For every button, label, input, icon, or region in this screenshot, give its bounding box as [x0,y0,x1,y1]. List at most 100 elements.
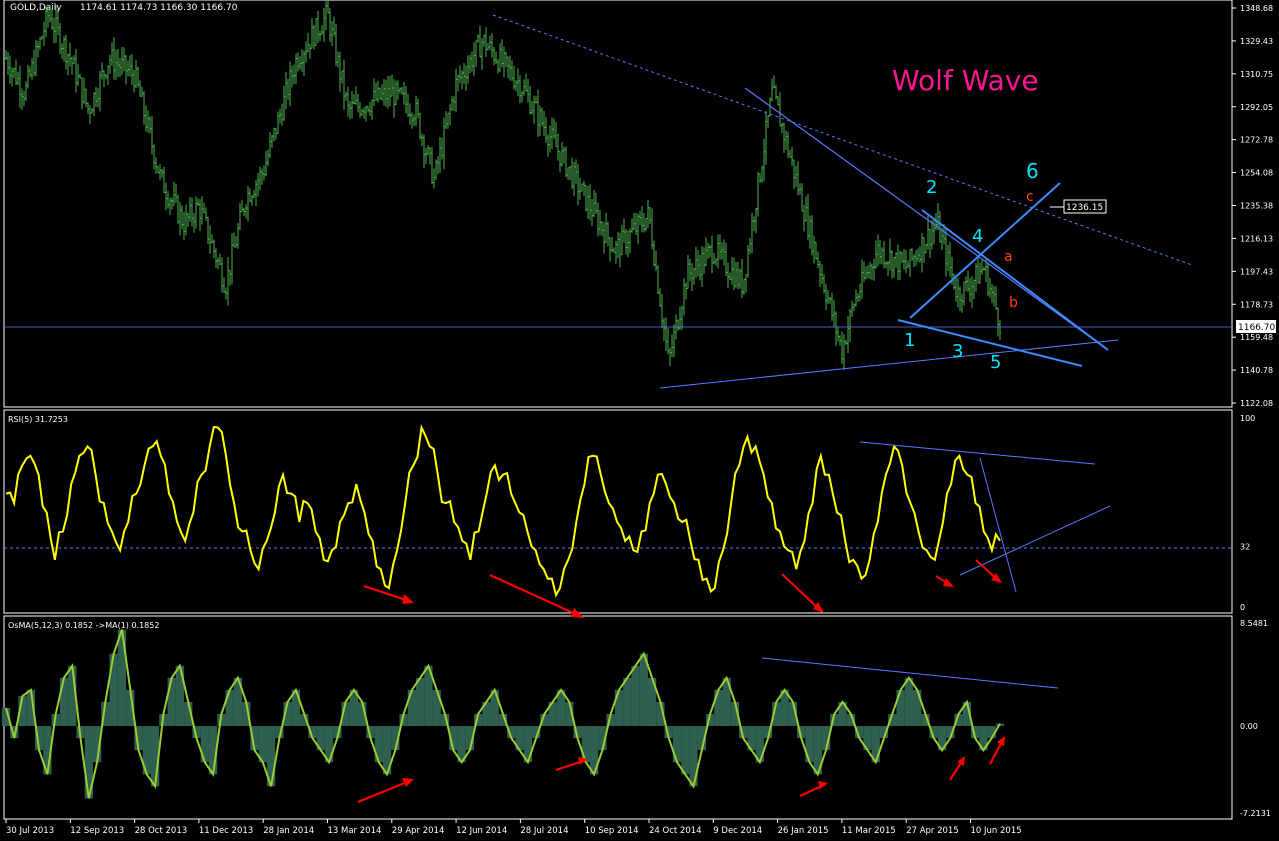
osma-bar [788,701,798,727]
rsi-upper-trendline [859,441,1096,465]
wave-label-1: 1 [904,330,915,351]
osma-bar [449,726,458,751]
osma-bar [109,653,118,727]
x-axis-label: 27 Apr 2015 [906,826,959,836]
osma-bar [18,695,27,727]
osma-bar [763,726,773,739]
osma-bar [838,701,847,727]
rsi-steep-trendline [979,457,1017,593]
x-axis-label: 26 Jan 2015 [778,826,829,836]
osma-bar [714,689,723,727]
target-price-box [1063,199,1107,214]
x-axis-label: 12 Jun 2014 [456,826,507,836]
osma-bar [391,726,400,751]
x-axis-label: 28 Jan 2014 [263,826,314,836]
osma-bar [913,689,922,727]
osma-bar [399,713,408,727]
osma-bar [167,677,176,727]
osma-bar [490,689,499,727]
chart-header-ohlc: 1174.61 1174.73 1166.30 1166.70 [80,3,238,13]
osma-bar [150,726,160,787]
osma-bar [1,707,11,727]
osma-bar [689,726,698,787]
osma-bar [904,677,914,727]
osma-bar [474,713,483,727]
rsi-title: RSI(5) 31.7253 [8,415,68,424]
osma-bar [498,713,508,727]
osma-arrowhead [402,778,414,787]
osma-trendline [761,657,1059,689]
osma-bar [846,713,856,727]
osma-bar [407,689,417,727]
osma-bar [855,726,864,739]
wolf-wave-title: Wolf Wave [892,64,1039,97]
x-axis-label: 10 Sep 2014 [585,826,639,836]
osma-bar [84,726,93,799]
wave-label-2: 2 [926,177,937,198]
price-bars [5,0,1001,371]
osma-bar [291,689,301,727]
price-panel-frame [3,0,1233,408]
osma-bar [656,701,665,727]
osma-bar [614,689,624,727]
osma-bar [126,689,135,727]
x-axis-label: 30 Jul 2013 [6,826,54,836]
rsi-axis: 100 32 0 [1240,414,1255,612]
osma-bar [921,713,930,727]
osma-bar [333,726,342,739]
osma-bar [59,677,69,727]
osma-bar [242,701,251,727]
x-axis-label: 9 Dec 2014 [713,826,762,836]
wave-label-5: 5 [990,352,1001,373]
rsi-arrowhead [943,578,954,587]
price-axis-label: 1254.08 [1240,169,1273,178]
abc-label-c: c [1026,189,1034,205]
osma-bar [606,713,615,727]
price-axis-label: 1235.38 [1240,202,1273,211]
x-axis-label: 28 Jul 2014 [520,826,568,836]
osma-bar [929,726,938,739]
osma-bar [374,726,383,763]
wolf-line-1-3 [897,319,1083,367]
osma-bar [184,701,193,727]
osma-bar [43,726,52,775]
osma-bar [871,726,880,763]
osma-bar [565,701,574,727]
osma-arrows [357,736,1005,804]
osma-bar [482,701,491,727]
price-axis-label: 1216.13 [1240,234,1273,243]
osma-bar [358,701,367,727]
upper-dashed-trendline [492,14,1193,266]
osma-bar [324,726,334,763]
price-axis-label: 1159.48 [1240,333,1273,342]
current-price-box [1236,320,1276,333]
osma-bar [730,701,740,727]
osma-bar [258,726,267,763]
osma-bar [416,677,425,727]
osma-bar [316,726,325,751]
osma-bar [465,726,475,751]
osma-bar [523,726,532,763]
wave-label-6: 6 [1026,159,1039,183]
osma-bar [382,726,392,775]
current-price-label: 1166.70 [1238,323,1275,333]
x-axis-label: 24 Oct 2014 [649,826,702,836]
osma-bar [175,665,185,727]
osma-bar [250,726,259,751]
osma-bar [233,677,243,727]
osma-bar [946,726,955,739]
osma-bar [888,713,897,727]
rsi-panel-frame [3,409,1233,614]
osma-bar [134,726,143,751]
price-axis-label: 1310.75 [1240,70,1273,79]
osma-bar [987,726,996,739]
osma-title: OsMA(5,12,3) 0.1852 ->MA(1) 0.1852 [8,621,159,630]
osma-bar [266,726,276,787]
price-axis-label: 1348.68 [1240,4,1273,13]
osma-bar [581,726,590,763]
osma-bar [34,726,44,751]
abc-label-b: b [1009,295,1018,311]
osma-bar [830,713,839,727]
price-axis-label: 1197.43 [1240,267,1273,276]
